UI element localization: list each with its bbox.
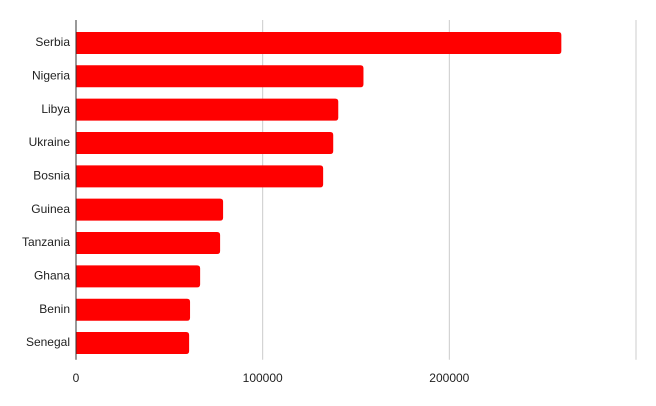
y-tick-label: Serbia [35, 35, 70, 49]
y-tick-label: Ghana [34, 269, 70, 283]
y-tick-label: Libya [41, 102, 70, 116]
y-tick-label: Tanzania [22, 235, 70, 249]
bar [76, 165, 324, 188]
bar [76, 98, 339, 121]
x-tick-label: 100000 [243, 371, 283, 385]
bar [76, 232, 221, 255]
bar [76, 265, 201, 288]
bar [76, 298, 191, 321]
bar [76, 198, 224, 221]
y-tick-label: Guinea [31, 202, 70, 216]
y-tick-label: Bosnia [33, 169, 70, 183]
y-tick-label: Senegal [26, 335, 70, 349]
bar [76, 31, 562, 54]
y-tick-label: Nigeria [32, 68, 70, 82]
bar [76, 65, 364, 88]
bar [76, 131, 334, 154]
x-tick-label: 200000 [429, 371, 469, 385]
y-tick-label: Benin [39, 302, 70, 316]
y-tick-label: Ukraine [29, 135, 71, 149]
x-tick-label: 0 [73, 371, 80, 385]
bar [76, 332, 190, 355]
